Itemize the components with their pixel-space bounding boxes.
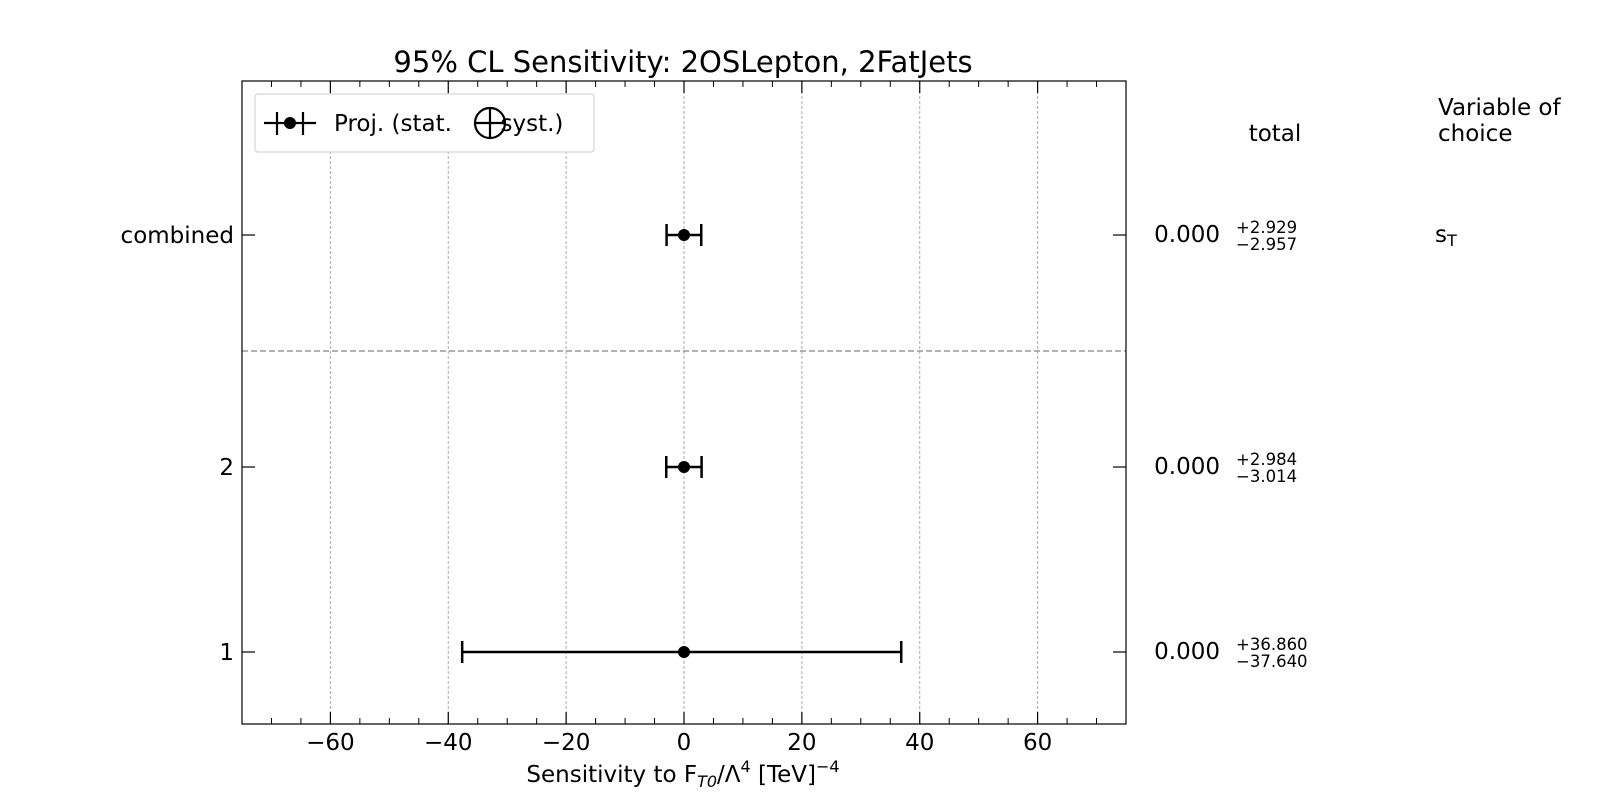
total-value: 0.000 — [1154, 639, 1220, 665]
legend-label: Proj. (stat. syst.) — [334, 111, 563, 137]
plot-frame — [241, 80, 1127, 725]
grid — [329, 81, 1039, 724]
x-tick-labels: −60 −40 −20 0 20 40 60 — [306, 730, 1052, 756]
rows: combined 0.000 +2.929−2.957 sT2 0.000 +2.984−… — [121, 218, 1457, 671]
row-group: 1 0.000 +36.860−37.640 — [219, 635, 1307, 671]
row-group: 2 0.000 +2.984−3.014 — [219, 450, 1297, 486]
row-group: combined 0.000 +2.929−2.957 sT — [121, 218, 1457, 254]
x-axis-label: Sensitivity to FT0/Λ4 [TeV]−4 — [526, 757, 839, 791]
x-tick-label: −40 — [424, 730, 473, 756]
x-tick-label: 60 — [1023, 730, 1052, 756]
x-tick-label: −60 — [306, 730, 355, 756]
data-point — [678, 461, 690, 473]
error-plus: +36.860 — [1236, 635, 1308, 654]
data-point — [678, 646, 690, 658]
oplus-icon — [473, 106, 507, 140]
error-plus: +2.929 — [1236, 218, 1297, 237]
data-point — [678, 229, 690, 241]
legend-box — [254, 93, 595, 153]
row-label: combined — [121, 223, 234, 249]
x-tick-label: 40 — [905, 730, 934, 756]
error-minus: −37.640 — [1236, 652, 1308, 671]
column-header-variable: Variable of choice — [1438, 95, 1562, 147]
error-minus: −2.957 — [1236, 235, 1297, 254]
chart-title: 95% CL Sensitivity: 2OSLepton, 2FatJets — [393, 45, 972, 79]
legend: Proj. (stat. syst.) — [254, 93, 595, 153]
major-ticks — [329, 81, 1039, 724]
x-tick-label: −20 — [542, 730, 591, 756]
variable-of-choice: sT — [1435, 222, 1457, 250]
error-plus: +2.984 — [1236, 450, 1297, 469]
total-value: 0.000 — [1154, 222, 1220, 248]
total-value: 0.000 — [1154, 454, 1220, 480]
x-tick-label: 0 — [677, 730, 692, 756]
minor-ticks — [270, 81, 1098, 724]
column-header-total: total — [1249, 121, 1302, 147]
row-label: 2 — [219, 455, 234, 481]
x-tick-label: 20 — [787, 730, 816, 756]
row-label: 1 — [219, 640, 234, 666]
error-minus: −3.014 — [1236, 467, 1297, 486]
legend-marker — [264, 112, 316, 135]
